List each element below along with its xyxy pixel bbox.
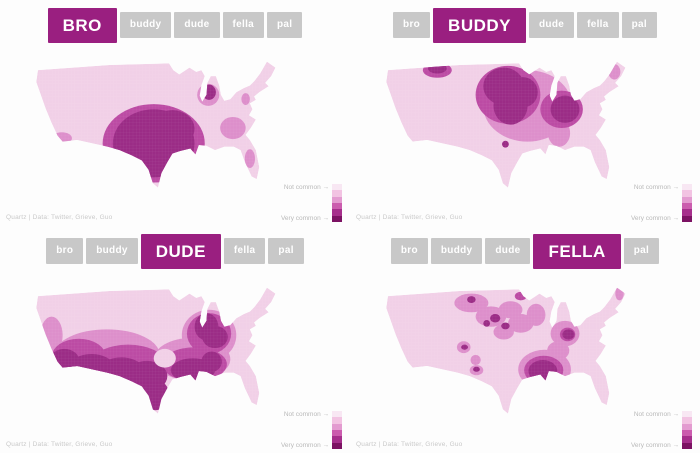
us-choropleth-map	[36, 61, 276, 188]
map-panel-dude: bro buddy DUDE fella pal Quartz | Data: Twit…	[0, 226, 350, 453]
legend-swatch	[332, 423, 342, 430]
attribution: Quartz | Data: Twitter, Grieve, Guo	[356, 441, 463, 448]
tab-buddy[interactable]: buddy	[119, 12, 172, 38]
legend: Not common → Very common →	[631, 411, 692, 449]
tab-bar: bro buddy dude FELLA pal	[350, 226, 700, 274]
legend-swatch	[682, 423, 692, 430]
legend-swatch	[332, 190, 342, 197]
legend-swatch	[682, 215, 692, 222]
attribution: Quartz | Data: Twitter, Grieve, Guo	[6, 441, 113, 448]
legend-not-common-label: Not common →	[283, 184, 329, 191]
legend-not-common-label: Not common →	[633, 411, 679, 418]
map-regions	[386, 287, 626, 414]
legend-swatch	[332, 196, 342, 203]
county-grid-texture	[36, 287, 276, 414]
us-choropleth-map	[36, 287, 276, 414]
legend-swatch	[682, 184, 692, 191]
legend-swatch	[682, 436, 692, 443]
tab-dude[interactable]: dude	[485, 238, 531, 264]
map-area: Quartz | Data: Twitter, Grieve, Guo Not …	[350, 274, 700, 453]
map-regions	[36, 61, 276, 188]
tab-dude[interactable]: dude	[529, 12, 575, 38]
legend-swatch	[332, 436, 342, 443]
legend-swatch	[682, 190, 692, 197]
map-panel-bro: BRO buddy dude fella pal Quartz | Data: Twit…	[0, 0, 350, 226]
county-grid-texture	[386, 61, 626, 188]
legend: Not common → Very common →	[631, 184, 692, 222]
legend-not-common-label: Not common →	[633, 184, 679, 191]
tab-pal[interactable]: pal	[267, 12, 303, 38]
tab-bar: bro BUDDY dude fella pal	[350, 0, 700, 48]
legend-color-scale	[682, 184, 692, 222]
legend: Not common → Very common →	[281, 184, 342, 222]
legend-very-common-label: Very common →	[280, 442, 329, 449]
map-area: Quartz | Data: Twitter, Grieve, Guo Not …	[0, 274, 350, 453]
map-panel-fella: bro buddy dude FELLA pal Quartz | Data: Twit…	[350, 226, 700, 453]
tab-bar: BRO buddy dude fella pal	[0, 0, 350, 48]
legend-swatch	[682, 196, 692, 203]
legend-swatch	[332, 411, 342, 418]
legend-color-scale	[332, 411, 342, 449]
attribution: Quartz | Data: Twitter, Grieve, Guo	[6, 214, 113, 221]
legend-swatch	[682, 442, 692, 449]
tab-bar: bro buddy DUDE fella pal	[0, 226, 350, 274]
tab-pal[interactable]: pal	[623, 238, 660, 264]
legend-swatch	[682, 209, 692, 216]
legend: Not common → Very common →	[281, 411, 342, 449]
legend-swatch	[332, 417, 342, 424]
legend-color-scale	[332, 184, 342, 222]
legend-swatch	[682, 411, 692, 418]
map-regions	[36, 287, 276, 414]
intensity-region-level-4	[545, 383, 553, 391]
tab-bro[interactable]: bro	[46, 238, 84, 264]
tab-fella[interactable]: fella	[577, 12, 619, 38]
legend-not-common-label: Not common →	[283, 411, 329, 418]
legend-swatch	[332, 209, 342, 216]
attribution: Quartz | Data: Twitter, Grieve, Guo	[356, 214, 463, 221]
us-choropleth-map	[386, 61, 626, 188]
tab-buddy-active[interactable]: BUDDY	[433, 7, 526, 43]
county-grid-texture	[36, 61, 276, 188]
legend-swatch	[332, 184, 342, 191]
tab-fella-active[interactable]: FELLA	[533, 233, 621, 269]
legend-swatch	[332, 202, 342, 210]
map-area: Quartz | Data: Twitter, Grieve, Guo Not …	[350, 48, 700, 226]
map-panel-buddy: bro BUDDY dude fella pal Quartz | Data: Twit…	[350, 0, 700, 226]
county-grid-texture	[386, 287, 626, 414]
tab-bro[interactable]: bro	[390, 238, 428, 264]
legend-very-common-label: Very common →	[280, 215, 329, 222]
tab-fella[interactable]: fella	[223, 238, 266, 264]
legend-swatch	[682, 417, 692, 424]
legend-swatch	[682, 202, 692, 210]
tab-pal[interactable]: pal	[268, 238, 304, 264]
tab-buddy[interactable]: buddy	[86, 238, 138, 264]
map-regions	[386, 61, 626, 188]
legend-swatch	[332, 215, 342, 222]
us-choropleth-map	[386, 287, 626, 414]
legend-swatch	[682, 429, 692, 437]
legend-color-scale	[682, 411, 692, 449]
tab-fella[interactable]: fella	[222, 12, 265, 38]
legend-very-common-label: Very common →	[630, 442, 679, 449]
tab-buddy[interactable]: buddy	[430, 238, 483, 264]
legend-swatch	[332, 442, 342, 449]
tab-pal[interactable]: pal	[621, 12, 657, 38]
tab-bro[interactable]: bro	[393, 12, 431, 38]
tab-dude-active[interactable]: DUDE	[140, 233, 221, 269]
legend-very-common-label: Very common →	[630, 215, 679, 222]
tab-dude[interactable]: dude	[174, 12, 220, 38]
tab-bro-active[interactable]: BRO	[47, 7, 117, 43]
legend-swatch	[332, 429, 342, 437]
map-area: Quartz | Data: Twitter, Grieve, Guo Not …	[0, 48, 350, 226]
